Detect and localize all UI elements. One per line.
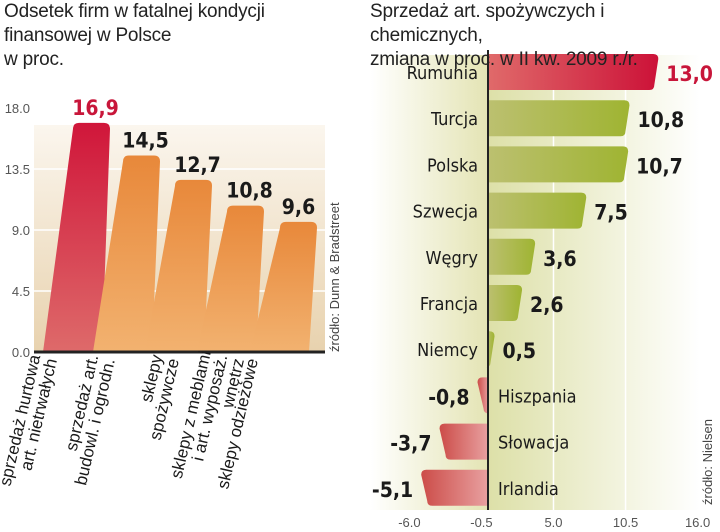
right-chart-title: Sprzedaż art. spożywczych i chemicznych,… (370, 0, 720, 72)
y-tick-label: 9.0 (12, 223, 30, 238)
data-label: 0,5 (503, 339, 536, 363)
data-label: 10,7 (636, 154, 683, 178)
category-label: Słowacja (498, 433, 569, 454)
x-tick-label: 10.5 (613, 515, 638, 530)
y-tick-label: 4.5 (12, 284, 30, 299)
bar (43, 122, 110, 353)
y-tick-label: 18.0 (5, 101, 30, 116)
category-label: sprzedaż hurtowaart. nietrwałych (0, 352, 61, 491)
left-chart: 0.0 4.5 9.0 13.5 18.0 16,914,512,710,8 9,6 sprz… (0, 96, 342, 491)
bar (485, 331, 495, 368)
category-label: Polska (427, 155, 478, 176)
source-note: źródło: Dunn & Bradstreet (327, 202, 342, 352)
data-label: 12,7 (174, 153, 221, 177)
title-line: w proc. (4, 49, 64, 70)
x-tick-label: 5.0 (544, 515, 562, 530)
category-label: Niemcy (417, 340, 478, 361)
bar (145, 179, 212, 352)
data-label: 10,8 (226, 179, 273, 203)
bar (488, 285, 523, 321)
category-label: Szwecja (413, 202, 478, 223)
data-label: 3,6 (543, 247, 576, 271)
x-tick-label: -0.5 (470, 515, 492, 530)
data-label: 14,5 (122, 128, 169, 152)
y-tick-label: 0.0 (12, 345, 30, 360)
data-label: 7,5 (594, 201, 627, 225)
data-label: -3,7 (390, 432, 431, 456)
data-label: 13,0 (666, 62, 713, 86)
bar (93, 155, 160, 352)
category-label: Turcja (430, 109, 478, 130)
left-chart-title: Odsetek firm w fatalnej kondycji finanso… (4, 0, 265, 72)
category-label: sklepyspożywcze (129, 352, 183, 442)
bar (439, 423, 488, 460)
bar (421, 469, 488, 506)
right-chart: -6.0 -0.5 5.0 10.5 16.0 Rumunia 13,0 Turcja 10,8… (370, 50, 715, 530)
category-label: Rumunia (407, 63, 478, 84)
x-tick-label: -6.0 (398, 515, 420, 530)
bar (488, 192, 587, 229)
source-note: źródło: Nielsen (700, 419, 715, 505)
title-line: finansowej w Polsce (4, 25, 172, 46)
y-tick-label: 13.5 (5, 162, 30, 177)
category-label: Węgry (426, 248, 479, 269)
bar (488, 238, 536, 275)
bar (488, 100, 630, 137)
data-label: -5,1 (372, 478, 413, 502)
category-label: Francja (420, 294, 478, 315)
bar (477, 377, 489, 414)
category-label: Hiszpania (498, 386, 577, 407)
data-label: 2,6 (530, 293, 563, 317)
data-label: 10,8 (637, 108, 684, 132)
bar (250, 221, 317, 352)
title-line: Sprzedaż art. spożywczych i chemicznych, (370, 1, 605, 46)
data-label: 16,9 (72, 96, 119, 120)
category-label: Irlandia (498, 479, 559, 500)
title-line: zmiana w proc. w II kw. 2009 r./r. (370, 49, 638, 70)
bar (488, 146, 629, 183)
bar (197, 205, 264, 352)
data-label: 9,6 (282, 195, 315, 219)
bar (488, 54, 659, 90)
category-label: sprzedaż art.budowl. i ogrodn. (55, 353, 119, 487)
title-line: Odsetek firm w fatalnej kondycji (4, 1, 265, 22)
data-label: -0,8 (428, 385, 469, 409)
x-tick-label: 16.0 (685, 515, 710, 530)
